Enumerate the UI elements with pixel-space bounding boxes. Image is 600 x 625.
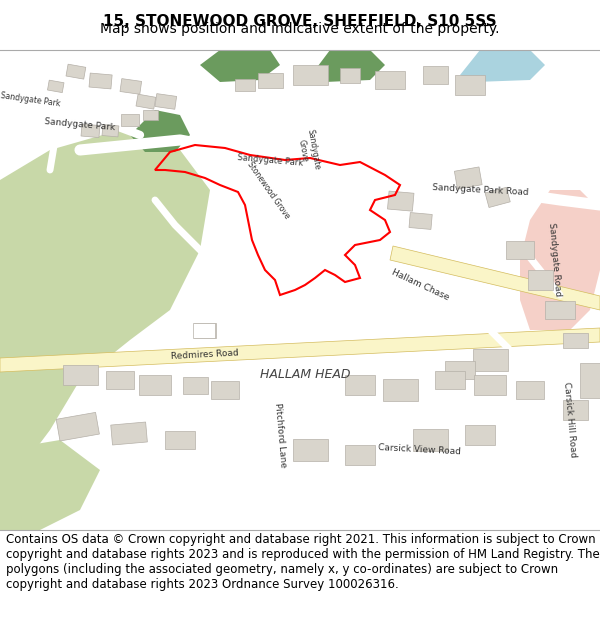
Bar [293,439,328,461]
Text: Hallam Chase: Hallam Chase [390,268,450,302]
Bar [563,332,587,348]
Bar [413,429,448,451]
Text: Sandygate
Grove: Sandygate Grove [295,128,321,172]
Polygon shape [0,440,100,530]
Bar [455,75,485,95]
Bar [465,425,495,445]
Polygon shape [315,50,385,82]
Text: Pitchford Lane: Pitchford Lane [272,402,287,468]
Polygon shape [130,110,190,152]
Bar [56,412,100,441]
Bar [435,371,465,389]
Bar [580,362,600,398]
Text: Redmires Road: Redmires Road [171,349,239,361]
Text: Sandygate Park: Sandygate Park [0,91,61,109]
Bar [485,188,510,208]
Text: Contains OS data © Crown copyright and database right 2021. This information is : Contains OS data © Crown copyright and d… [6,533,600,591]
Polygon shape [200,50,280,82]
Bar [102,124,119,137]
Bar [383,379,418,401]
Bar [422,66,448,84]
Bar [106,371,134,389]
Bar [527,270,553,290]
Bar [506,241,534,259]
Bar [136,94,156,109]
Text: Sandygate Park Road: Sandygate Park Road [431,183,529,197]
Bar [454,167,482,189]
Bar [340,68,360,82]
Bar [516,381,544,399]
Text: Sandygate Road: Sandygate Road [547,222,563,298]
Text: HALLAM HEAD: HALLAM HEAD [260,369,350,381]
Bar [563,400,587,420]
Bar [193,323,215,338]
Bar [139,375,171,395]
Bar [47,80,64,92]
Polygon shape [460,50,545,82]
Bar [120,79,142,94]
Text: Map shows position and indicative extent of the property.: Map shows position and indicative extent… [100,22,500,36]
Bar [111,422,148,445]
Polygon shape [0,328,600,372]
Bar [345,375,375,395]
Bar [293,65,328,85]
Bar [143,110,157,120]
Text: Stonewood Grove: Stonewood Grove [245,160,291,220]
Bar [211,381,239,399]
Polygon shape [520,190,600,330]
Bar [445,361,475,379]
Polygon shape [390,246,600,310]
Bar [81,124,100,138]
Bar [409,213,432,229]
Bar [257,72,283,88]
Bar [62,365,97,385]
Bar [165,431,195,449]
Bar [89,73,112,89]
Bar [66,64,86,79]
Bar [473,349,508,371]
Text: 15, STONEWOOD GROVE, SHEFFIELD, S10 5SS: 15, STONEWOOD GROVE, SHEFFIELD, S10 5SS [103,14,497,29]
Polygon shape [0,130,210,480]
Bar [345,445,375,465]
Bar [545,301,575,319]
Text: Carsick Hill Road: Carsick Hill Road [562,382,578,458]
Bar [388,191,414,211]
Bar [194,322,216,338]
Bar [474,375,506,395]
Bar [121,114,139,126]
Text: Sandygate Park: Sandygate Park [237,152,303,168]
Text: Sandygate Park: Sandygate Park [44,118,116,132]
Bar [235,79,255,91]
Text: Carsick View Road: Carsick View Road [379,443,461,457]
Bar [182,376,208,394]
Bar [155,94,176,109]
Bar [375,71,405,89]
